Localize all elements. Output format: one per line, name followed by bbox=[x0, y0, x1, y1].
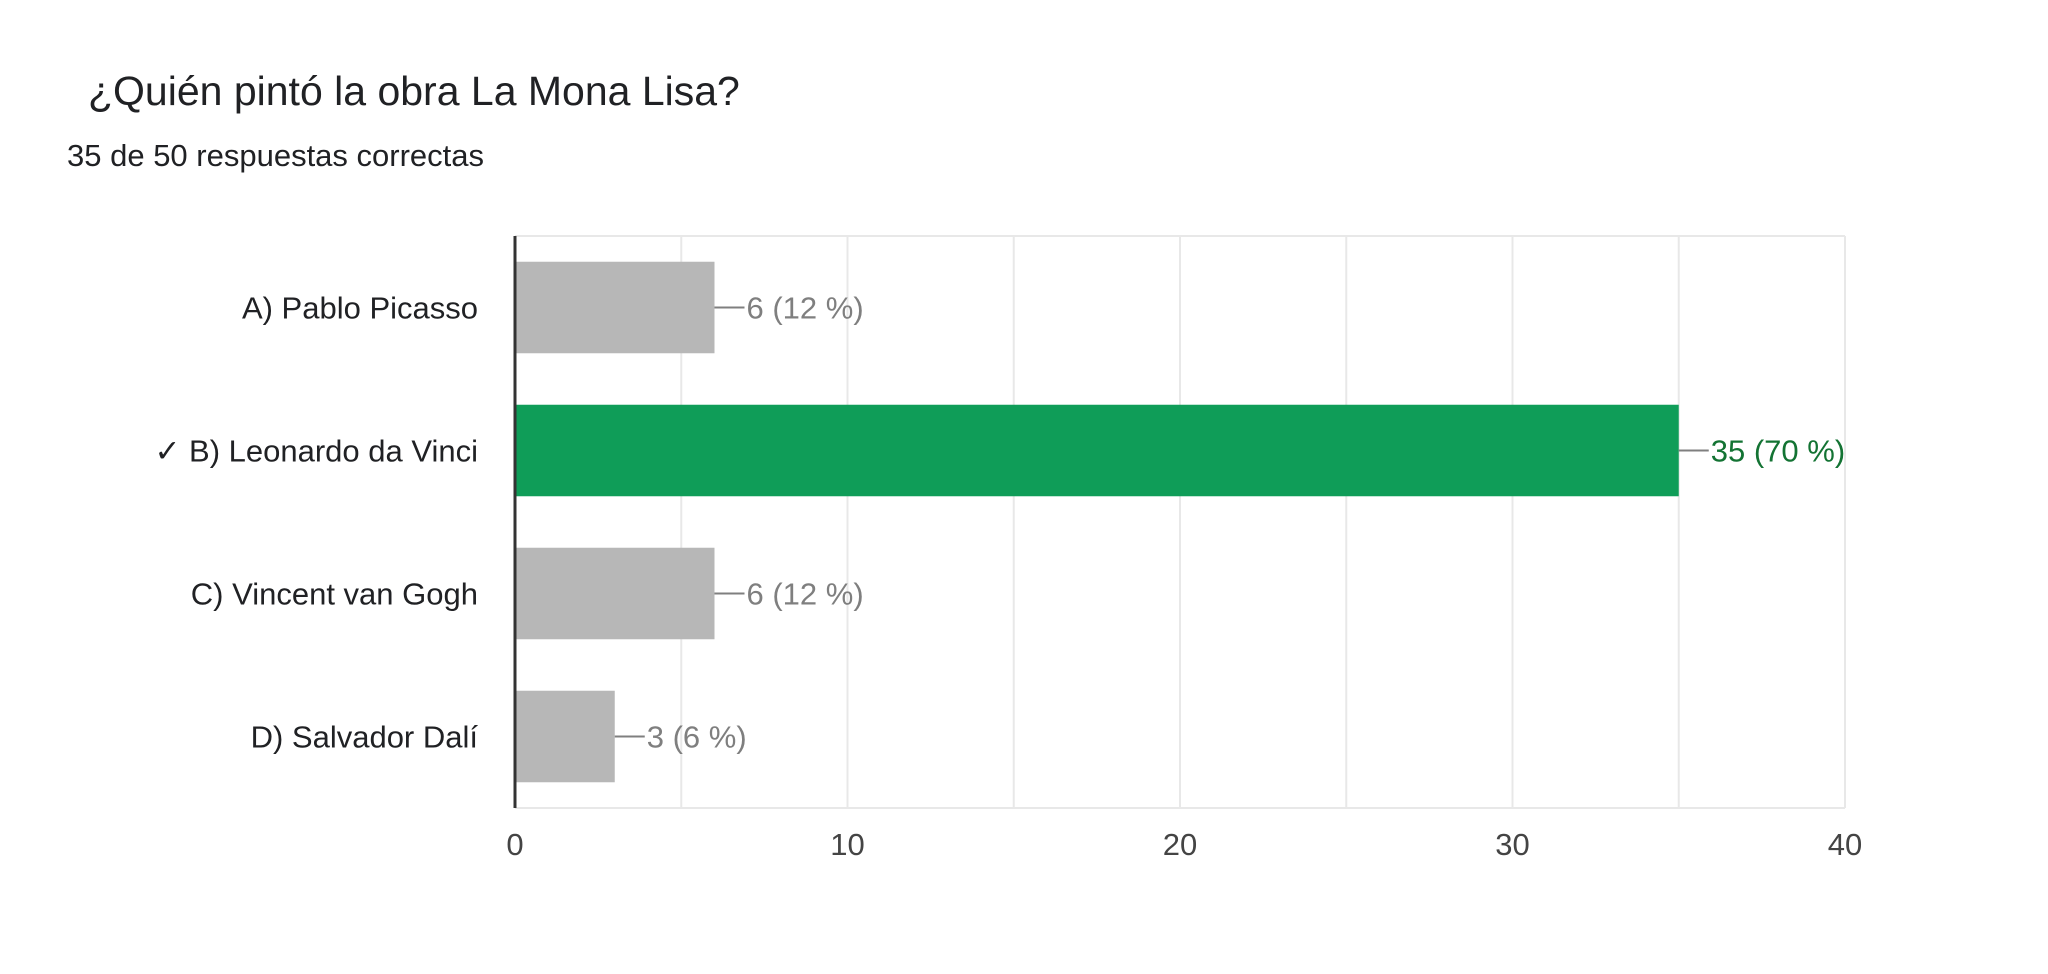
bar bbox=[515, 690, 615, 783]
score-summary: 35 de 50 respuestas correctas bbox=[67, 138, 485, 173]
category-label: D) Salvador Dalí bbox=[251, 720, 479, 755]
bar bbox=[515, 404, 1679, 497]
x-tick-label: 30 bbox=[1495, 827, 1529, 862]
data-label: 3 (6 %) bbox=[647, 720, 747, 755]
category-label: A) Pablo Picasso bbox=[242, 291, 478, 326]
x-tick-label: 40 bbox=[1828, 827, 1862, 862]
x-tick-label: 10 bbox=[830, 827, 864, 862]
x-tick-label: 0 bbox=[506, 827, 523, 862]
data-label: 6 (12 %) bbox=[747, 577, 864, 612]
bar bbox=[515, 547, 715, 640]
question-title: ¿Quién pintó la obra La Mona Lisa? bbox=[88, 68, 740, 114]
bar bbox=[515, 261, 715, 354]
category-label: C) Vincent van Gogh bbox=[191, 577, 478, 612]
x-tick-label: 20 bbox=[1163, 827, 1197, 862]
data-label: 6 (12 %) bbox=[747, 291, 864, 326]
category-label: ✓ B) Leonardo da Vinci bbox=[154, 434, 478, 469]
data-label: 35 (70 %) bbox=[1711, 434, 1845, 469]
